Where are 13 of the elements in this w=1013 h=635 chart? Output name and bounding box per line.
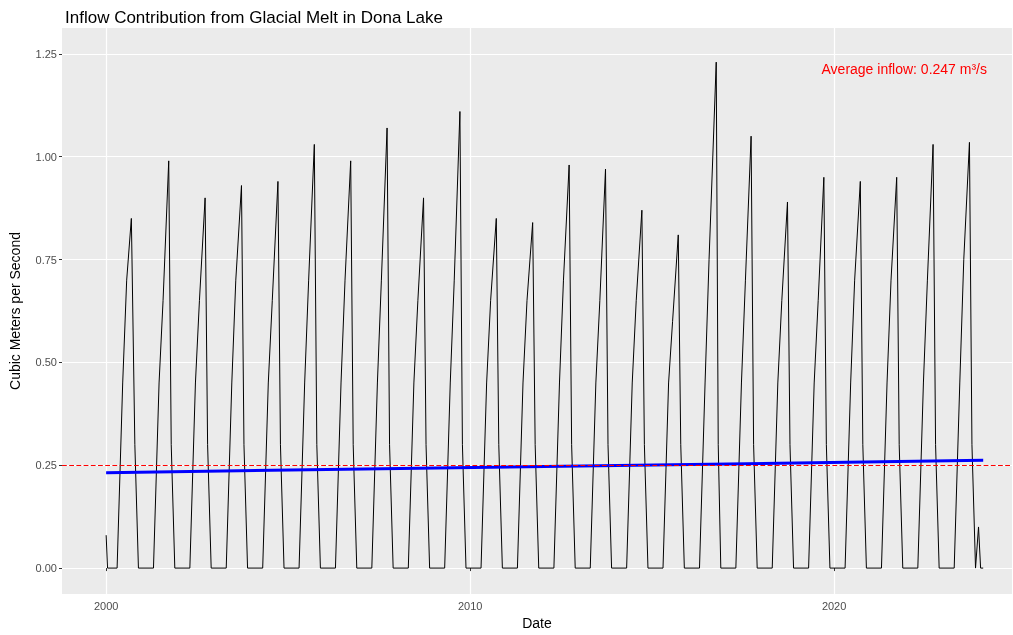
x-tick-label: 2020 xyxy=(821,599,847,612)
y-tick-label: 0.75 xyxy=(35,253,57,266)
y-tick-label: 0.25 xyxy=(35,459,57,472)
x-axis-title: Date xyxy=(522,615,552,631)
y-tick-label: 1.25 xyxy=(35,47,57,60)
annotation: Average inflow: 0.247 m³/s xyxy=(821,61,988,77)
y-tick-label: 0.00 xyxy=(35,562,57,575)
x-tick-label: 2000 xyxy=(93,599,119,612)
y-tick-label: 1.00 xyxy=(35,150,57,163)
chart-title: Inflow Contribution from Glacial Melt in Dona Lake xyxy=(65,8,443,27)
y-tick-label: 0.50 xyxy=(35,356,57,369)
y-axis-title: Cubic Meters per Second xyxy=(7,232,23,390)
x-tick-label: 2010 xyxy=(457,599,483,612)
